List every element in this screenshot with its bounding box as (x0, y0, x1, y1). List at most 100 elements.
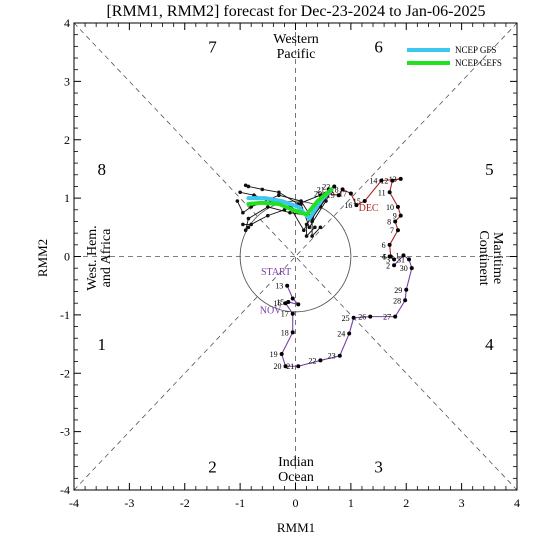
ensemble-member-point (241, 222, 245, 227)
ensemble-member-point (304, 222, 309, 227)
series-point (290, 311, 295, 316)
phase-number: 6 (374, 37, 383, 56)
x-tick-label: 4 (514, 496, 520, 510)
x-tick-label: -1 (235, 496, 245, 510)
x-tick-label: -2 (180, 496, 190, 510)
series-point (290, 296, 295, 301)
ensemble-member-point (238, 190, 242, 195)
series-point (347, 331, 352, 336)
series-point (379, 178, 384, 183)
day-label: 25 (342, 314, 350, 323)
series-point (398, 213, 403, 218)
day-label: 1 (395, 251, 399, 260)
y-tick-label: 0 (64, 250, 70, 264)
x-tick-label: -3 (124, 496, 134, 510)
day-label: 22 (308, 356, 316, 365)
ensemble-member-point (310, 219, 314, 224)
series-point (393, 314, 398, 319)
day-label: 19 (270, 350, 278, 359)
day-label: 12 (380, 177, 388, 186)
y-tick-label: 1 (64, 191, 70, 205)
series-point (368, 314, 373, 319)
region-bottom-line2: Ocean (278, 470, 314, 485)
phase-number: 7 (208, 37, 217, 56)
phase-number: 1 (97, 335, 106, 354)
day-label: 19 (327, 191, 335, 200)
day-label: 17 (281, 310, 289, 319)
series-point (387, 242, 392, 247)
ensemble-member-point (246, 184, 251, 189)
phase-number: 8 (97, 160, 106, 179)
chart-title: [RMM1, RMM2] forecast for Dec-23-2024 to… (106, 3, 485, 20)
series-point (388, 254, 393, 259)
day-label: 4 (382, 253, 386, 262)
series-point (348, 191, 353, 196)
region-labels: Western Pacific Indian Ocean West. Hem. … (85, 32, 505, 485)
region-bottom-line1: Indian (278, 455, 314, 470)
phase-number: 3 (374, 458, 383, 477)
day-label: 29 (394, 286, 402, 295)
day-label: 30 (400, 264, 408, 273)
ensemble-member-point (243, 228, 248, 233)
day-label: 13 (389, 175, 397, 184)
ensemble-member-point (246, 216, 251, 221)
day-label: 16 (344, 201, 352, 210)
series-point (296, 364, 301, 369)
series-point (404, 287, 409, 292)
phase-number: 4 (485, 335, 494, 354)
y-axis-label: RMM2 (35, 239, 50, 277)
ensemble-member-point (243, 183, 248, 188)
ensemble-member-point (246, 225, 251, 230)
series-point (392, 263, 397, 268)
region-right-line2: Continent (476, 230, 491, 285)
day-label: 10 (386, 203, 394, 212)
series-point (337, 353, 342, 358)
day-label: 16 (274, 299, 282, 308)
y-tick-label: 3 (64, 74, 70, 88)
day-label: 5 (383, 253, 387, 262)
day-label: 31 (397, 255, 405, 264)
region-top-line1: Western (273, 32, 319, 47)
y-tick-label: 2 (64, 133, 70, 147)
day-label: 8 (387, 217, 391, 226)
ensemble-member-point (235, 199, 240, 203)
day-label: 28 (393, 296, 401, 305)
day-label: 7 (390, 226, 394, 235)
region-left-line1: West. Hem. (85, 225, 100, 290)
month-label: START (261, 267, 291, 278)
day-label: 14 (369, 177, 377, 186)
unit-circle (239, 200, 352, 313)
series-point (403, 298, 408, 303)
ensemble-member-point (310, 234, 314, 238)
legend-label: NCEP GEFS (455, 58, 502, 68)
y-tick-label: -2 (60, 366, 70, 380)
day-label: 20 (274, 362, 282, 371)
legend: NCEP GFS NCEP GEFS (407, 45, 502, 68)
series-point (296, 302, 301, 307)
day-label: 24 (337, 330, 345, 339)
series-point (351, 315, 356, 320)
series-point (398, 176, 403, 181)
day-label: 15 (353, 197, 361, 206)
y-tick-label: 4 (64, 16, 70, 30)
day-label: 20 (314, 189, 322, 198)
series-point (340, 187, 345, 192)
ensemble-member-point (302, 228, 306, 233)
series-point (283, 364, 288, 369)
ensemble-member-point (277, 193, 281, 198)
series-line (246, 187, 334, 217)
series-point (407, 257, 412, 262)
y-tick-label: -1 (60, 308, 70, 322)
series-point (354, 203, 359, 208)
day-label: 17 (339, 189, 347, 198)
series-point (285, 283, 290, 288)
ensemble-member-point (313, 225, 317, 230)
day-label: 11 (378, 188, 386, 197)
region-left-line2: and Africa (99, 228, 114, 287)
phase-number: 2 (208, 458, 217, 477)
ensemble-member-point (252, 193, 256, 198)
phase-grid (73, 22, 518, 491)
